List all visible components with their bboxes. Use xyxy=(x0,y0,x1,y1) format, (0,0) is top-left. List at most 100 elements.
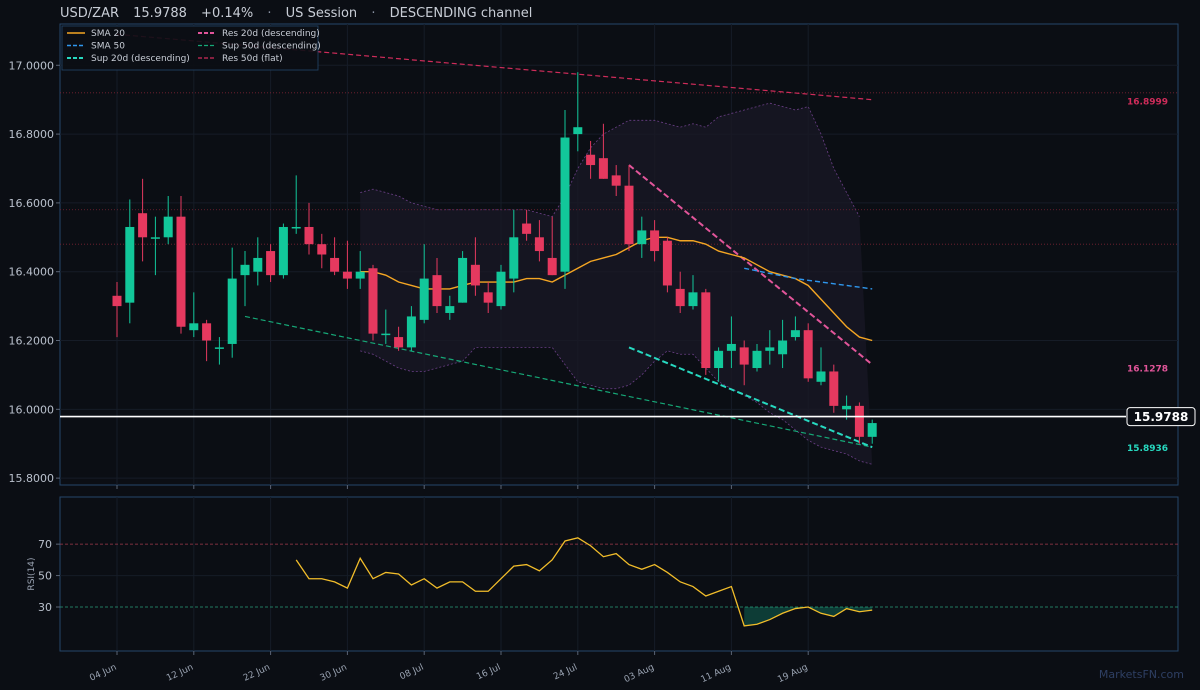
price-ytick-label: 17.0000 xyxy=(9,59,55,72)
candle-body xyxy=(470,264,480,286)
header-separator: · xyxy=(371,6,376,21)
candle-body xyxy=(701,292,711,369)
legend-label: Sup 20d (descending) xyxy=(91,54,190,64)
xtick-label: 12 Jun xyxy=(165,663,195,684)
candle-body xyxy=(227,278,237,344)
candle-body xyxy=(304,226,314,245)
session-label: US Session xyxy=(285,6,358,21)
candle-body xyxy=(458,257,468,303)
rsi-oversold-fill xyxy=(744,607,873,626)
candle-body xyxy=(317,244,327,255)
res50-trendline xyxy=(116,33,873,101)
sup20-value-label: 15.8936 xyxy=(1127,444,1168,454)
candle-body xyxy=(778,340,788,355)
rsi-ytick-label: 50 xyxy=(38,570,52,583)
pattern-label: DESCENDING channel xyxy=(389,6,533,21)
res20-trendline xyxy=(628,164,873,366)
candle-body xyxy=(176,216,186,327)
xtick-label: 08 Jul xyxy=(398,663,425,683)
candle-body xyxy=(650,230,660,252)
rsi-ytick-label: 30 xyxy=(38,601,52,614)
candle-body xyxy=(214,347,224,349)
candle-body xyxy=(266,251,276,276)
change-label: +0.14% xyxy=(201,6,254,21)
candle-body xyxy=(112,295,122,307)
header-separator: · xyxy=(267,6,272,21)
candle-body xyxy=(368,268,378,334)
price-ytick-label: 16.0000 xyxy=(9,403,55,416)
candle-body xyxy=(675,288,685,307)
candle-body xyxy=(445,306,455,313)
xtick-label: 04 Jun xyxy=(88,663,118,684)
xtick-label: 22 Jun xyxy=(242,663,272,684)
price-ytick-label: 15.8000 xyxy=(9,472,55,485)
rsi-line xyxy=(295,537,873,627)
sup20-trendline xyxy=(628,346,873,449)
candle-body xyxy=(522,223,532,234)
candle-body xyxy=(138,213,148,238)
candle-body xyxy=(816,371,826,382)
candle-body xyxy=(355,271,365,279)
candle-body xyxy=(586,154,596,166)
xtick-label: 16 Jul xyxy=(475,663,502,683)
candle-body xyxy=(381,333,391,336)
candle-body xyxy=(291,226,301,229)
candle-body xyxy=(496,271,506,307)
sup50-trendline xyxy=(244,315,873,448)
candle-body xyxy=(406,316,416,348)
candle-body xyxy=(867,423,877,437)
pair-label: USD/ZAR xyxy=(60,6,119,21)
candle-body xyxy=(854,405,864,437)
res20-value-label: 16.1278 xyxy=(1127,365,1168,375)
sma50-line xyxy=(744,267,873,290)
res50-value-label: 16.8999 xyxy=(1127,98,1168,108)
candle-body xyxy=(598,158,608,179)
watermark: MarketsFN.com xyxy=(1099,668,1184,681)
candle-body xyxy=(189,323,199,331)
candle-body xyxy=(278,226,288,276)
last-price-label: 15.9788 xyxy=(1134,410,1189,424)
last-price-box xyxy=(1126,407,1196,427)
candle-body xyxy=(509,237,519,279)
candle-body xyxy=(688,292,698,307)
candle-body xyxy=(125,226,135,303)
candle-body xyxy=(829,371,839,406)
candle-body xyxy=(163,216,173,238)
price-ytick-label: 16.8000 xyxy=(9,128,55,141)
candle-body xyxy=(637,230,647,245)
candle-body xyxy=(240,264,250,276)
candle-body xyxy=(547,257,557,276)
price-label: 15.9788 xyxy=(133,6,187,21)
candle-body xyxy=(560,137,570,272)
price-panel xyxy=(59,23,1179,486)
candle-body xyxy=(202,323,212,341)
candle-body xyxy=(624,185,634,245)
candle-body xyxy=(726,343,736,351)
candle-body xyxy=(790,330,800,338)
candle-body xyxy=(611,175,621,186)
price-ytick-label: 16.2000 xyxy=(9,335,55,348)
price-ytick-label: 16.6000 xyxy=(9,197,55,210)
bollinger-lower-line xyxy=(360,346,873,465)
candle-body xyxy=(573,127,583,135)
candle-body xyxy=(765,347,775,351)
legend-label: Res 20d (descending) xyxy=(222,29,320,39)
candle-body xyxy=(394,337,404,348)
rsi-panel xyxy=(59,496,1179,652)
legend-label: SMA 50 xyxy=(91,42,125,52)
candle-body xyxy=(432,275,442,307)
candle-body xyxy=(150,237,160,239)
candle-body xyxy=(842,405,852,410)
candle-body xyxy=(342,271,352,279)
legend: SMA 20 SMA 50 Sup 20d (descending) Res 20d … xyxy=(61,25,321,71)
rsi-ytick-label: 70 xyxy=(38,538,52,551)
price-ytick-label: 16.4000 xyxy=(9,266,55,279)
rsi-axis-label: RSI(14) xyxy=(27,557,37,590)
candle-body xyxy=(662,240,672,286)
candle-body xyxy=(253,257,263,272)
xtick-label: 03 Aug xyxy=(623,663,656,686)
legend-label: Sup 50d (descending) xyxy=(222,42,321,52)
bollinger-upper-line xyxy=(360,102,860,218)
